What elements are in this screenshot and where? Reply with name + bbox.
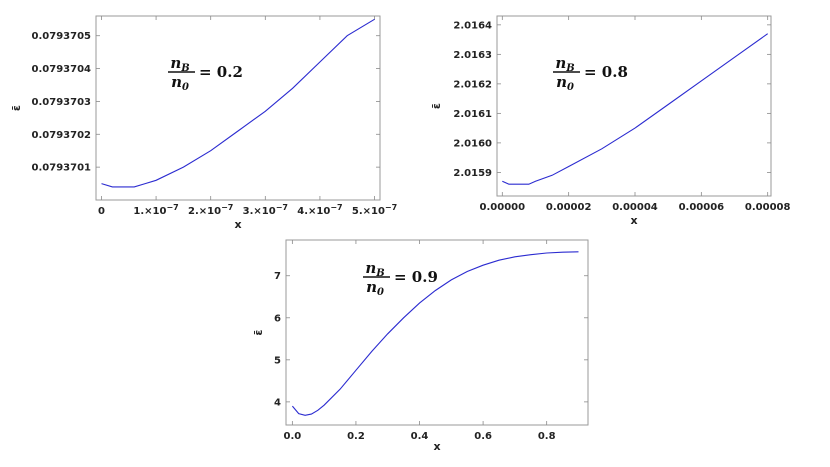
panel-nb-0-8: 0.00000 0.00002 0.00004 0.00006 0.00008 2.015… [430, 15, 791, 227]
series-line [502, 33, 769, 185]
plot-frame [285, 239, 589, 426]
x-tick-label: 0.0 [283, 431, 301, 442]
annotation-value: = 0.9 [394, 268, 438, 286]
x-tick-label: 0.00002 [546, 202, 592, 213]
x-tick-label: 3.×10−7 [243, 203, 288, 217]
annotation-value: = 0.8 [584, 63, 628, 81]
x-axis-label: x [234, 218, 241, 231]
y-axis-label: ε̄ [430, 103, 443, 109]
panel-nb-0-2: 0 1.×10−7 2.×10−7 3.×10−7 4.×10−7 5.×10−7 0.07… [10, 15, 397, 231]
y-tick-label: 0.0793702 [32, 130, 92, 141]
x-tick-label: 0.2 [347, 431, 365, 442]
y-tick-label: 2.0163 [453, 50, 492, 61]
y-tick-label: 2.0160 [453, 138, 492, 149]
y-tick-label: 0.0793705 [32, 31, 92, 42]
x-tick-label: 4.×10−7 [297, 203, 342, 217]
y-axis-label: ε̄ [10, 105, 23, 111]
x-axis-label: x [433, 440, 440, 453]
y-tick-label: 7 [274, 271, 281, 282]
x-tick-label: 5.×10−7 [352, 203, 397, 217]
x-tick-label: 0.00006 [679, 202, 725, 213]
y-tick-label: 0.0793704 [32, 64, 92, 75]
x-tick-label: 0 [98, 206, 105, 217]
y-tick-label: 4 [274, 397, 281, 408]
y-tick-label: 2.0164 [453, 20, 492, 31]
plot-frame [95, 15, 381, 201]
y-tick-label: 5 [274, 355, 281, 366]
y-tick-label: 6 [274, 313, 281, 324]
series-line [101, 18, 375, 188]
annotation-numerator: nB [365, 259, 384, 279]
y-tick-label: 2.0161 [453, 109, 492, 120]
y-tick-label: 2.0159 [453, 168, 492, 179]
y-tick-label: 0.0793701 [32, 163, 92, 174]
x-tick-label: 0.00008 [745, 202, 791, 213]
plot-frame [496, 15, 772, 197]
annotation-denominator: n0 [556, 73, 574, 93]
annotation-denominator: n0 [366, 278, 384, 298]
annotation-numerator: nB [555, 54, 574, 74]
x-tick-label: 0.6 [474, 431, 492, 442]
y-tick-label: 2.0162 [453, 79, 492, 90]
series-line [291, 251, 579, 416]
annotation-denominator: n0 [171, 73, 189, 93]
y-axis-label: ε̄ [252, 329, 265, 335]
y-tick-label: 0.0793703 [32, 97, 92, 108]
x-tick-label: 0.00004 [612, 202, 658, 213]
x-tick-label: 2.×10−7 [188, 203, 233, 217]
annotation-numerator: nB [170, 54, 189, 74]
annotation-value: = 0.2 [199, 63, 243, 81]
x-tick-label: 0.00000 [480, 202, 526, 213]
x-tick-label: 1.×10−7 [133, 203, 178, 217]
x-tick-label: 0.4 [411, 431, 429, 442]
x-axis-label: x [630, 214, 637, 227]
x-tick-label: 0.8 [538, 431, 556, 442]
